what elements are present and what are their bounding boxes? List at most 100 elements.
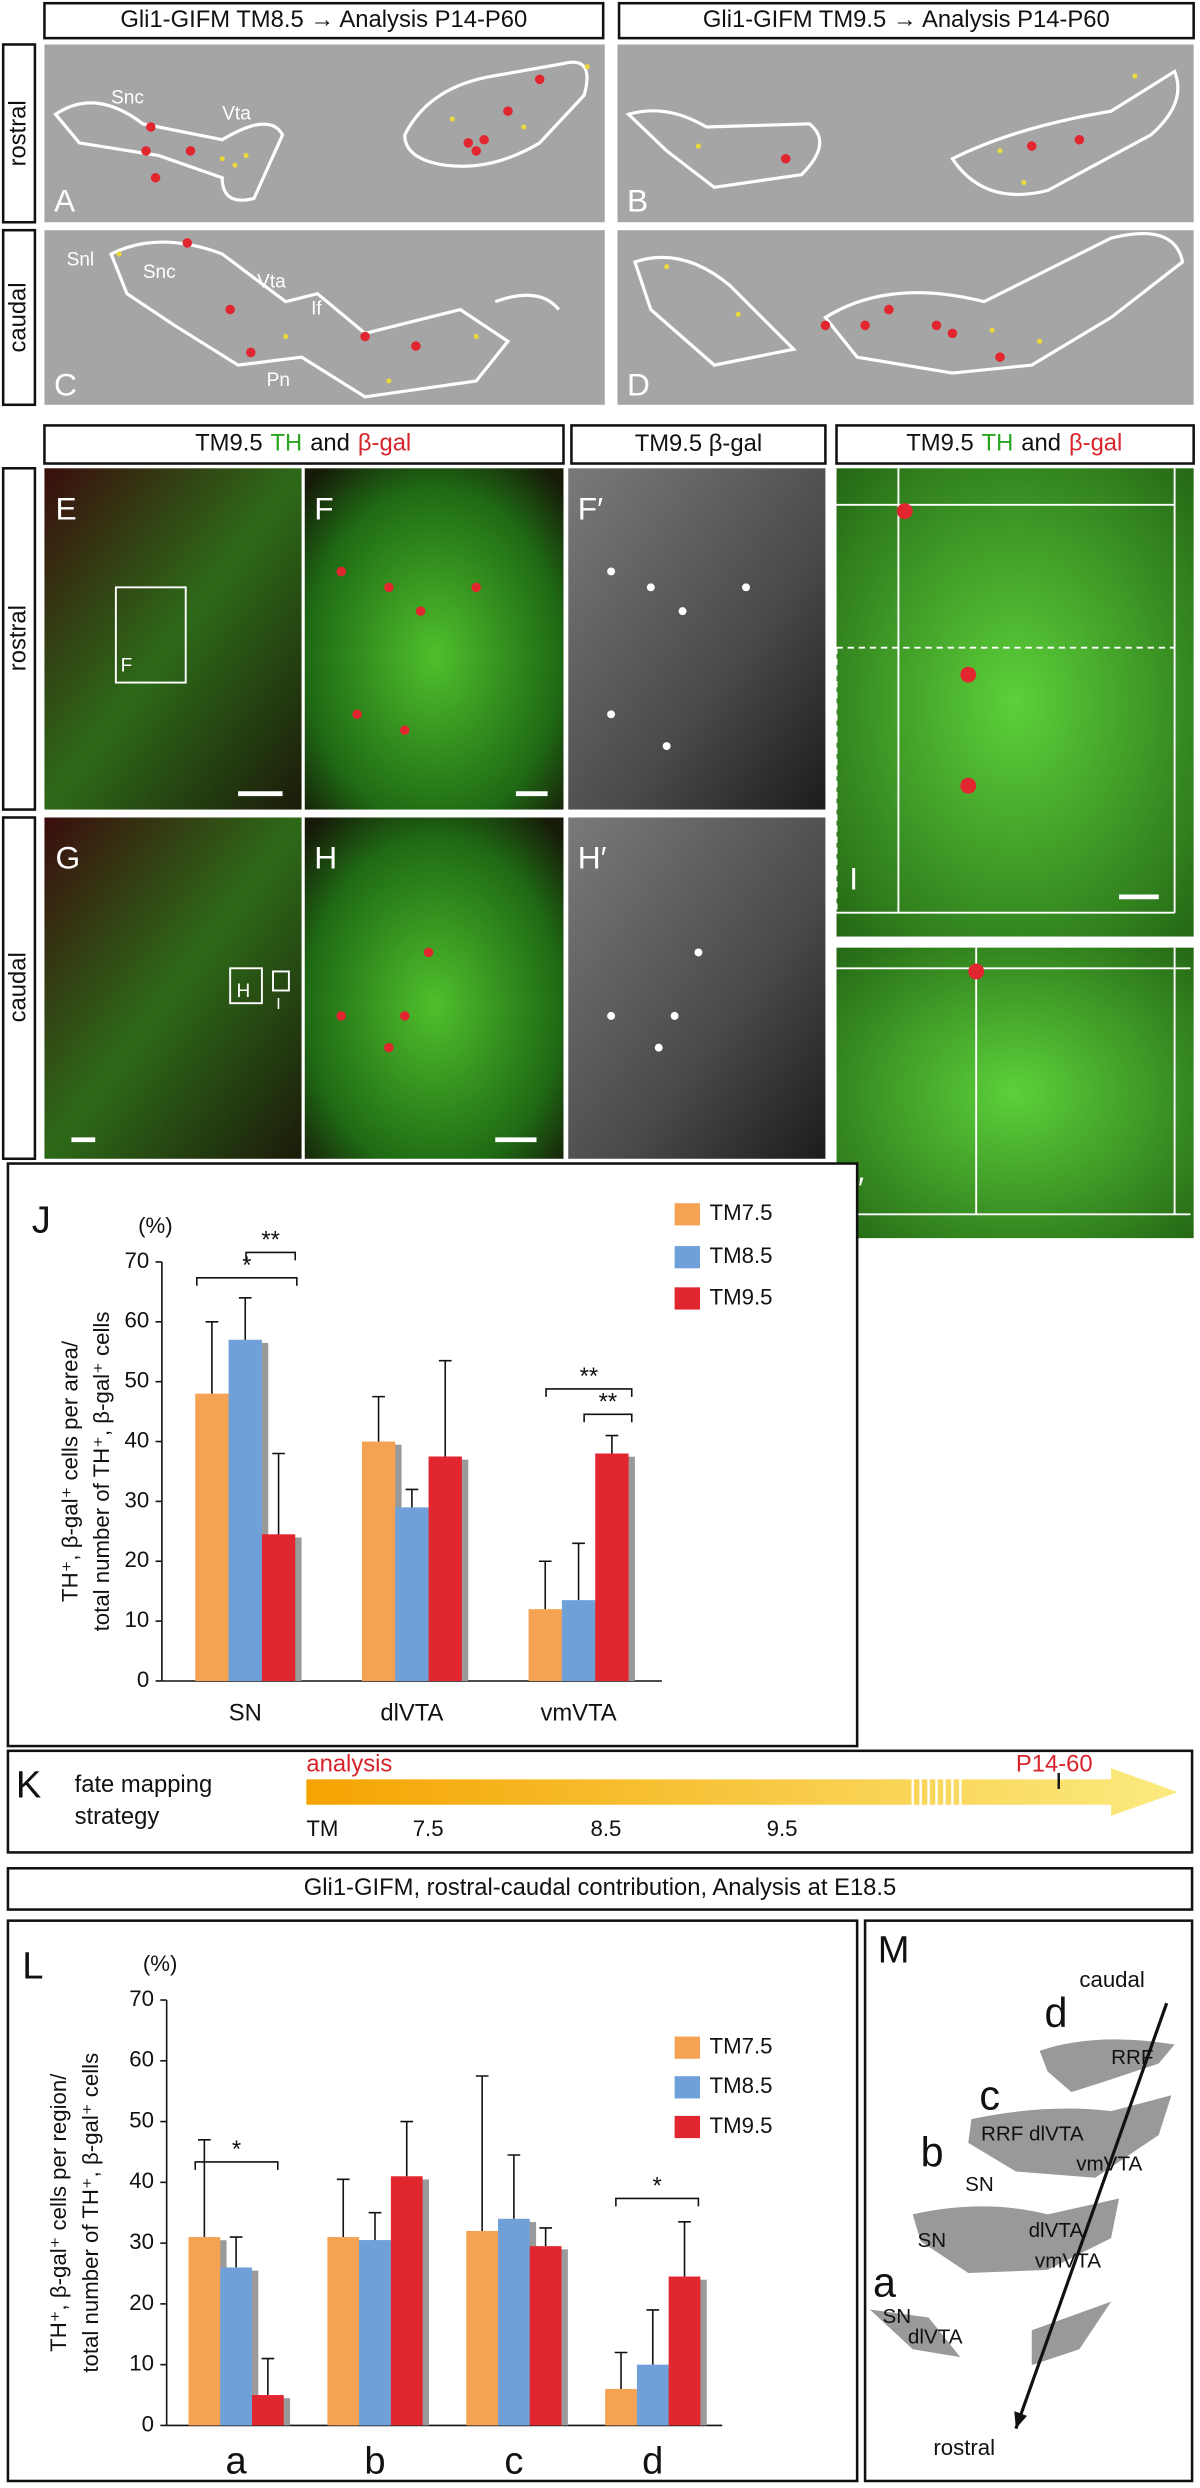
bar bbox=[395, 1507, 429, 1681]
sig-label: * bbox=[242, 1252, 251, 1279]
sig-label: * bbox=[232, 2136, 241, 2163]
y-tick-label: 70 bbox=[124, 1248, 149, 1273]
bar bbox=[498, 2218, 530, 2426]
y-tick-label: 20 bbox=[129, 2290, 154, 2315]
bar bbox=[251, 2395, 284, 2426]
x-tick-label: vmVTA bbox=[540, 1700, 616, 1727]
bar bbox=[561, 1600, 596, 1681]
panel-letter: E bbox=[56, 491, 77, 527]
bar bbox=[605, 2388, 637, 2426]
y-tick-label: 60 bbox=[124, 1308, 149, 1333]
bar bbox=[359, 2240, 391, 2426]
panel-letter: A bbox=[54, 183, 76, 219]
region-label: Snc bbox=[143, 262, 176, 283]
legend-swatch bbox=[674, 1203, 700, 1226]
y-tick-label: 50 bbox=[124, 1368, 149, 1393]
panel-letter: K bbox=[16, 1764, 41, 1806]
error-bar bbox=[372, 1395, 385, 1442]
y-tick-label: 40 bbox=[129, 2168, 154, 2193]
y-tick-label: 40 bbox=[124, 1427, 149, 1452]
bar bbox=[428, 1456, 462, 1681]
panel-letter: I bbox=[849, 860, 858, 896]
m-label: dlVTA bbox=[1029, 2219, 1084, 2242]
y-tick-label: 30 bbox=[129, 2229, 154, 2254]
axis-arrow bbox=[1014, 2002, 1169, 2430]
outline bbox=[53, 101, 285, 202]
bar bbox=[529, 2246, 562, 2426]
panel-letter: G bbox=[56, 840, 81, 876]
micrograph bbox=[836, 468, 1194, 937]
panel-letter: B bbox=[627, 183, 648, 219]
panel-letter: J bbox=[32, 1199, 51, 1241]
cell-dots bbox=[141, 74, 1085, 362]
panel-letter: D bbox=[627, 367, 650, 403]
header-part: β-gal bbox=[1069, 430, 1122, 457]
error-bar bbox=[198, 2139, 211, 2238]
m-label: d bbox=[1044, 1990, 1067, 2036]
legend-swatch bbox=[674, 1246, 700, 1269]
sig-bracket bbox=[545, 1388, 633, 1397]
panel-letter: M bbox=[878, 1929, 910, 1971]
m-label: dlVTA bbox=[908, 2326, 963, 2349]
bar bbox=[188, 2237, 221, 2426]
panel-header: TM9.5 β-gal bbox=[635, 430, 762, 457]
panel-letter: C bbox=[54, 367, 77, 403]
y-tick-label: 30 bbox=[124, 1487, 149, 1512]
error-bar bbox=[405, 1488, 419, 1508]
bar bbox=[528, 1609, 562, 1681]
inset-label: H bbox=[237, 981, 251, 1002]
k-label: fate mapping bbox=[75, 1771, 213, 1798]
bar bbox=[228, 1339, 262, 1681]
error-bar bbox=[507, 2154, 521, 2219]
k-tick: 9.5 bbox=[767, 1816, 798, 1841]
legend-label: TM7.5 bbox=[710, 1200, 773, 1225]
panel-box bbox=[863, 1919, 1194, 2483]
row-box bbox=[1, 467, 37, 811]
micrograph bbox=[568, 817, 826, 1159]
panel-letter: F bbox=[314, 491, 333, 527]
header-part: and bbox=[1021, 430, 1061, 457]
sig-label: ** bbox=[599, 1388, 618, 1415]
region-label: Vta bbox=[257, 272, 286, 293]
sig-label: * bbox=[653, 2173, 662, 2200]
micrograph bbox=[44, 817, 302, 1159]
bar bbox=[361, 1441, 396, 1681]
panel-letter: H bbox=[314, 840, 337, 876]
legend-swatch bbox=[674, 2076, 700, 2099]
region-label: Pn bbox=[267, 370, 290, 391]
error-bar bbox=[678, 2221, 691, 2277]
x-tick-label: dlVTA bbox=[380, 1700, 443, 1727]
header-part: β-gal bbox=[358, 430, 411, 457]
y-axis-label: TH⁺, β-gal⁺ cells per region/ bbox=[46, 2073, 71, 2352]
row-label: caudal bbox=[4, 952, 31, 1022]
cell-dots bbox=[336, 503, 985, 1053]
error-bar bbox=[538, 1560, 552, 1610]
error-bar bbox=[336, 2178, 350, 2238]
m-label: vmVTA bbox=[1076, 2153, 1142, 2176]
m-label: rostral bbox=[933, 2435, 995, 2460]
legend-label: TM7.5 bbox=[710, 2034, 773, 2059]
m-label: RRF dlVTA bbox=[981, 2122, 1084, 2145]
micrograph bbox=[568, 468, 826, 810]
bar bbox=[327, 2237, 360, 2426]
row-label: rostral bbox=[4, 100, 31, 166]
overlay-lines bbox=[71, 468, 1191, 1216]
micrograph bbox=[836, 947, 1194, 1239]
micrograph bbox=[44, 468, 302, 810]
header-box bbox=[6, 1867, 1194, 1911]
panel-header: TM9.5 TH and β-gal bbox=[906, 430, 1122, 457]
error-bar bbox=[400, 2120, 414, 2177]
sig-bracket bbox=[194, 2161, 279, 2170]
header-part: TM9.5 bbox=[195, 430, 262, 457]
m-label: SN bbox=[917, 2229, 946, 2252]
error-bar bbox=[229, 2236, 243, 2268]
cell-dots bbox=[116, 64, 1138, 384]
header-box bbox=[570, 424, 827, 465]
panel-letter: L bbox=[22, 1945, 43, 1987]
map-bg bbox=[617, 44, 1194, 223]
error-bar bbox=[438, 1359, 452, 1457]
outline bbox=[403, 60, 589, 168]
region-label: Vta bbox=[222, 103, 251, 124]
map-bg bbox=[617, 230, 1194, 405]
